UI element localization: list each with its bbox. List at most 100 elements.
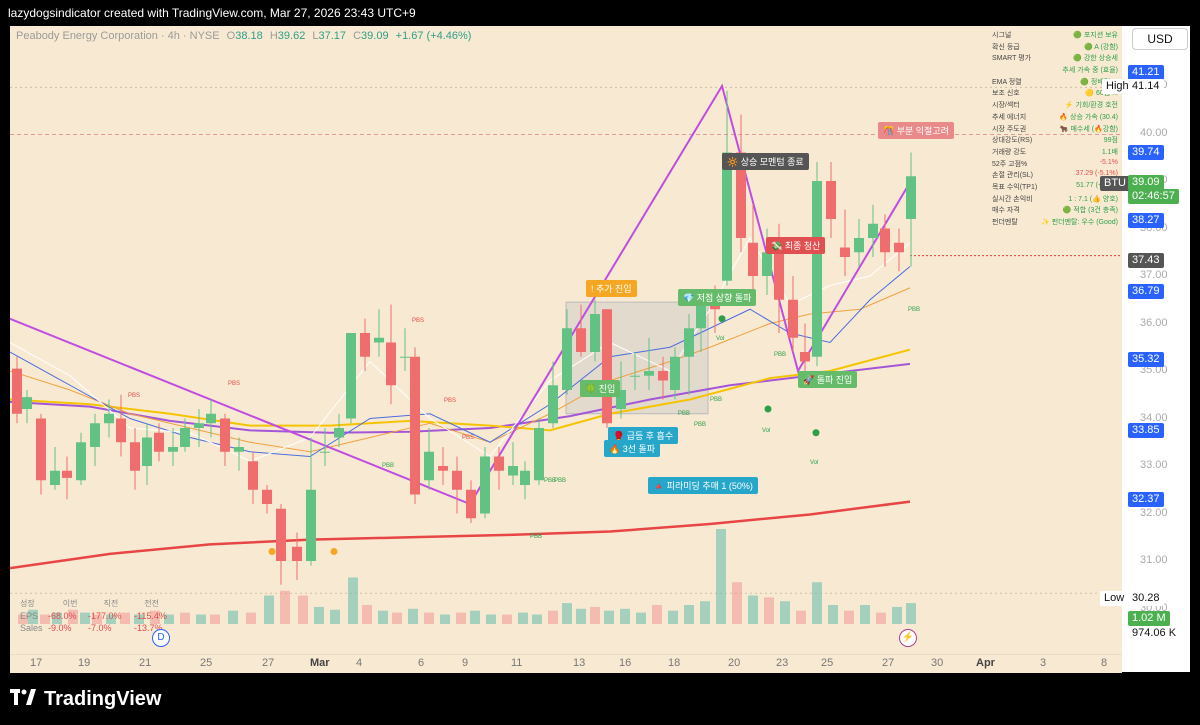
pbb-marker: PBB — [694, 422, 707, 428]
close-value: 39.09 — [361, 30, 389, 42]
ema-100-line — [10, 362, 911, 434]
price-label: 41.14 — [1128, 79, 1164, 94]
candle-body — [306, 489, 316, 561]
time-tick: 20 — [728, 657, 741, 669]
pbs-marker: PBS — [228, 381, 241, 387]
dividend-event-icon[interactable]: D — [152, 629, 170, 647]
stats-row: Sales -9.0% -7.0% -13.7% — [20, 623, 185, 633]
vol-marker: Vol — [762, 428, 771, 434]
signal-tag: 🎊 부분 익절고려 — [878, 122, 954, 139]
stats-cell: -115.4% — [134, 611, 167, 621]
candle-body — [508, 466, 518, 476]
info-key: EMA 정렬 — [992, 78, 1022, 86]
pbb-marker: PBB — [382, 463, 395, 469]
stats-cell: -177.0% — [88, 611, 122, 621]
time-tick: 9 — [462, 657, 469, 669]
time-tick: 11 — [511, 657, 523, 669]
price-label: 39.74 — [1128, 145, 1164, 160]
price-tick: 31.00 — [1140, 554, 1168, 566]
tradingview-brand: TradingView — [44, 688, 162, 710]
pbs-marker: PBS — [128, 393, 141, 399]
price-label: 39.09 — [1128, 175, 1164, 190]
volume-bar — [684, 605, 694, 624]
volume-bar — [164, 614, 174, 624]
candle-body — [262, 489, 272, 504]
candle-body — [360, 333, 370, 357]
volume-bar — [780, 601, 790, 624]
time-tick: 13 — [573, 657, 586, 669]
volume-bar — [636, 612, 646, 624]
symbol-name: Peabody Energy Corporation · 4h · NYSE — [16, 30, 220, 42]
candle-body — [548, 385, 558, 424]
currency-button[interactable]: USD — [1132, 28, 1188, 50]
price-label: 02:46:57 — [1128, 189, 1179, 204]
price-scale[interactable]: 41.0040.0039.0038.0037.0036.0035.0034.00… — [1122, 26, 1190, 654]
candle-body — [76, 442, 86, 481]
price-label: BTU — [1100, 176, 1130, 191]
pbb-marker: PBB — [554, 478, 567, 484]
time-tick: 17 — [30, 657, 43, 669]
candle-body — [334, 428, 344, 438]
pbb-marker: PBB — [678, 411, 691, 417]
info-row: 확신 등급 🟢 A (강함) — [992, 42, 1120, 54]
price-label: 37.43 — [1128, 253, 1164, 268]
symbol-legend: Peabody Energy Corporation · 4h · NYSE O… — [16, 30, 471, 42]
candle-body — [644, 371, 654, 376]
info-row: 추세 에너지 🔥 상승 가속 (30.4) — [992, 112, 1120, 124]
info-row: SMART 평가 🟢 강한 상승세 — [992, 53, 1120, 65]
candle-body — [180, 428, 190, 447]
candle-body — [534, 428, 544, 481]
info-value: 🟢 적합 (3건 충족) — [1062, 207, 1118, 215]
time-scale-corner — [1122, 654, 1190, 672]
info-key: 보조 신호 — [992, 90, 1020, 98]
attribution-bar: lazydogsindicator created with TradingVi… — [0, 0, 1200, 26]
info-value: 1 : 7.1 (👍 양호) — [1068, 195, 1118, 203]
volume-bar — [52, 612, 62, 624]
volume-bar — [844, 610, 854, 624]
stats-header-cell: 직전 — [103, 599, 119, 608]
info-key: 시그널 — [992, 32, 1012, 39]
time-tick: 3 — [1040, 657, 1047, 669]
volume-bar — [906, 603, 916, 624]
ema-200-line — [10, 500, 911, 570]
pbb-marker: PBB — [710, 397, 723, 403]
consolidation-box — [565, 301, 709, 415]
signal-tag: 🔺 피라미딩 추매 1 (50%) — [648, 477, 758, 494]
earnings-event-icon[interactable]: ⚡ — [899, 629, 917, 647]
info-key: 상대강도(RS) — [992, 137, 1033, 145]
time-scale[interactable] — [10, 654, 1122, 673]
chart-pane[interactable] — [10, 26, 1122, 654]
volume-bar — [652, 605, 662, 624]
pbb-marker: PBB — [908, 307, 921, 313]
ema-50-line — [10, 348, 911, 432]
candle-body — [812, 181, 822, 357]
info-value: 1.1배 — [1101, 148, 1118, 156]
volume-bar — [812, 582, 822, 624]
price-tick: 32.00 — [1140, 506, 1168, 519]
price-tick: 37.00 — [1140, 269, 1168, 281]
candle-body — [206, 413, 216, 424]
volume-bar — [210, 614, 220, 624]
info-row: 거래량 강도 1.1배 — [992, 147, 1120, 159]
volume-bar — [28, 609, 38, 624]
info-key: 시장 주도권 — [992, 125, 1027, 133]
candle-body — [630, 375, 640, 377]
candlestick-chart[interactable] — [10, 26, 1122, 654]
candle-body — [50, 470, 60, 485]
volume-bar — [562, 603, 572, 624]
signal-tag: 🔆 상승 모멘텀 종료 — [722, 153, 809, 170]
candle-body — [880, 228, 890, 253]
stats-header-cell: 성장 — [20, 599, 35, 608]
candle-body — [276, 508, 286, 561]
info-value: -5.1% — [1099, 158, 1118, 166]
signal-tag: 🥊 급등 후 흡수 — [608, 427, 679, 444]
candle-body — [722, 152, 732, 281]
price-label: 38.27 — [1128, 213, 1164, 228]
info-value: 추세 가속 중 (효율) — [1062, 67, 1118, 75]
volume-bar — [828, 605, 838, 624]
candle-body — [36, 418, 46, 481]
candle-body — [696, 304, 706, 329]
tradingview-footer: TradingView — [10, 688, 161, 711]
signal-dot — [268, 548, 276, 555]
candle-body — [684, 328, 694, 357]
